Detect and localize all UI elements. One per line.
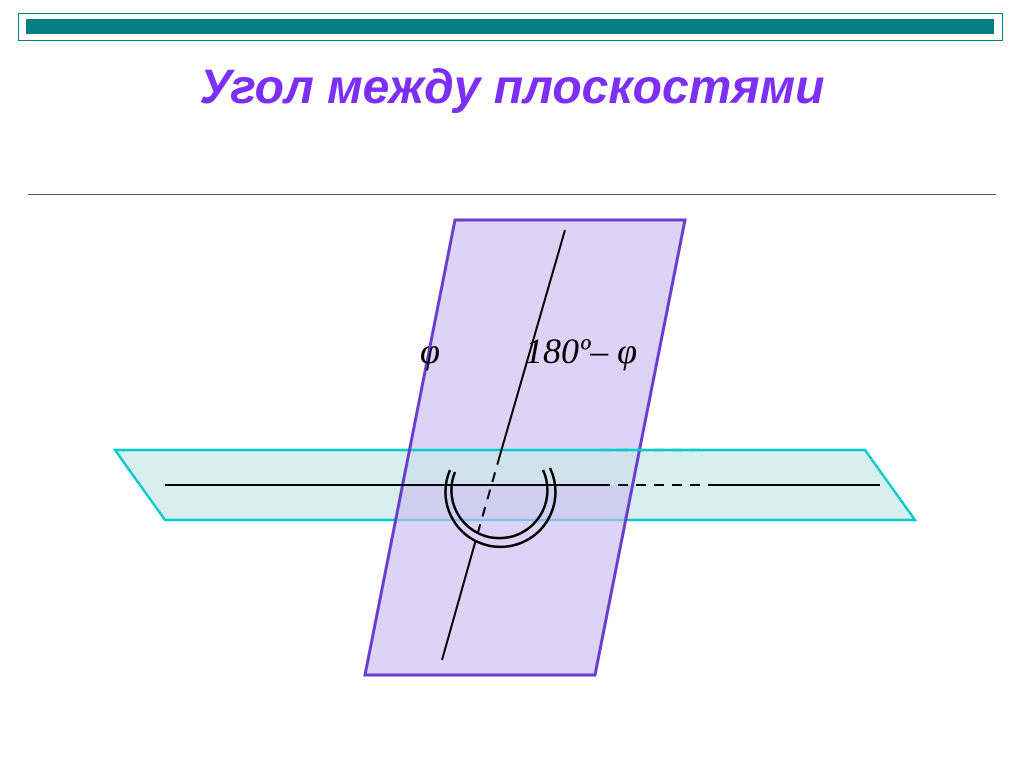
- label-phi: φ: [420, 330, 440, 372]
- planes-diagram: [60, 210, 960, 690]
- label-complement: 180º– φ: [525, 330, 637, 372]
- slide-title: Угол между плоскостями: [0, 60, 1024, 115]
- diagram-svg: [60, 210, 960, 690]
- horizontal-rule: [28, 194, 996, 195]
- header-bar-inner: [26, 19, 994, 34]
- vertical-plane-front: [365, 485, 633, 675]
- slide: Угол между плоскостями: [0, 0, 1024, 767]
